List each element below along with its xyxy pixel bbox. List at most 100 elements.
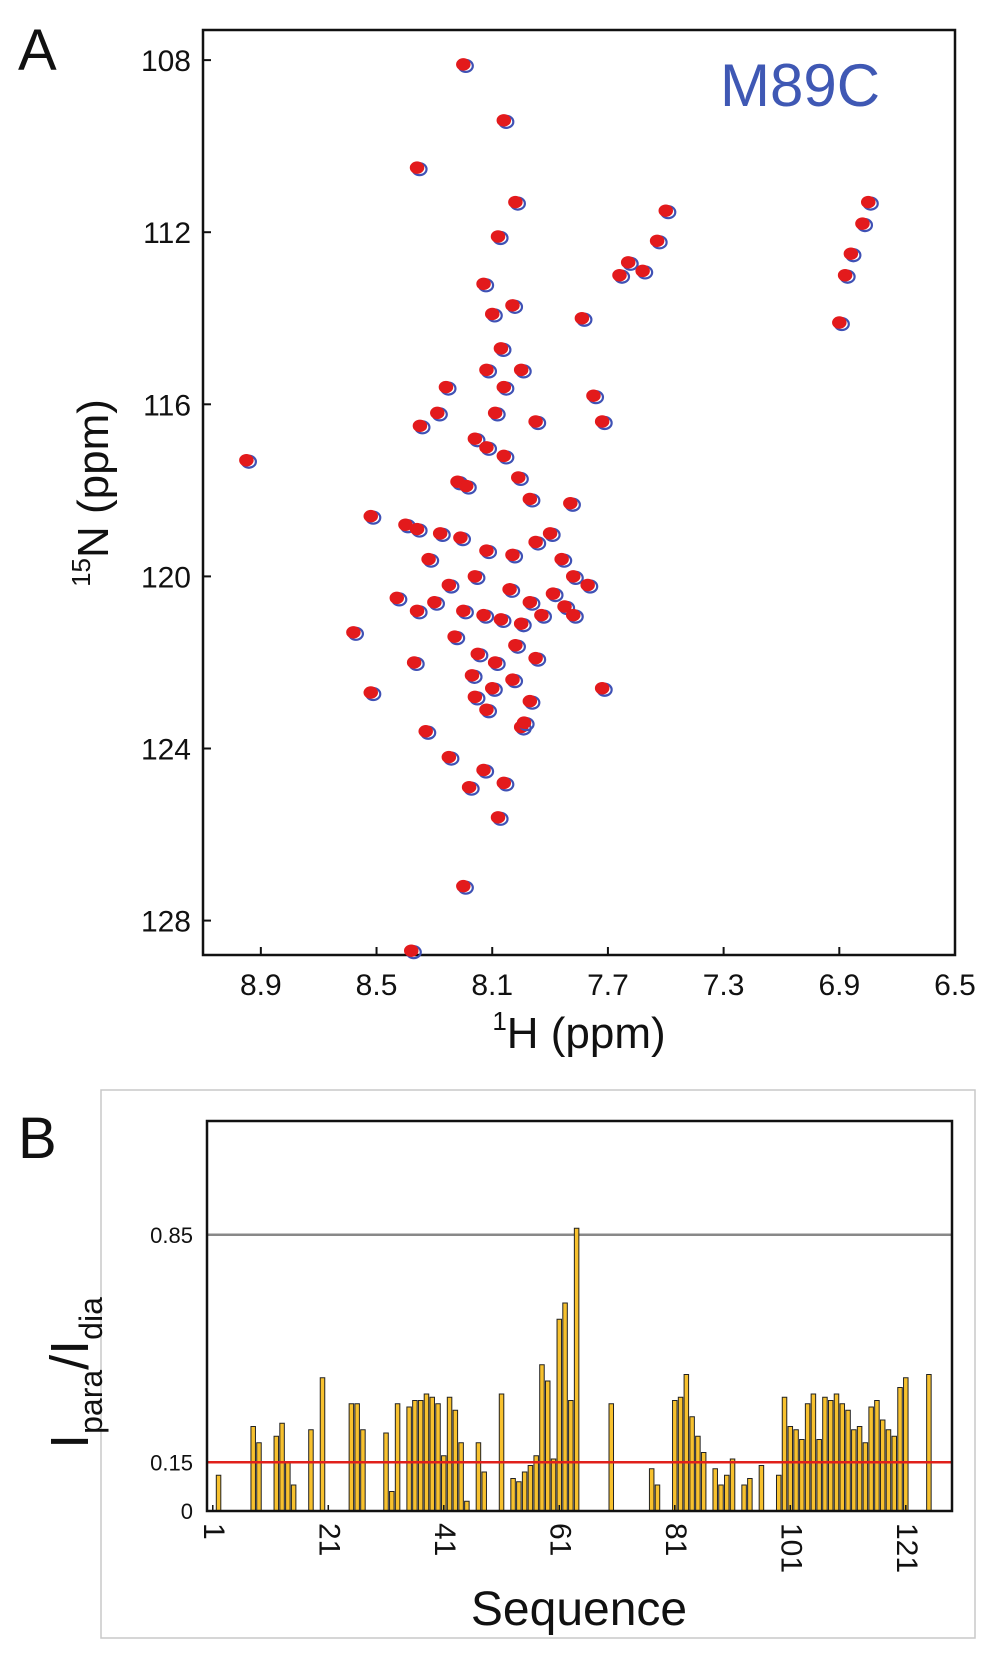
peak-red-contour [508,195,523,209]
peak-red-contour [464,669,480,682]
peak-red-contour [458,479,474,493]
nmr-x-tick-label: 7.7 [587,969,629,1002]
pre-bar [256,1442,262,1512]
nmr-x-tick-label: 6.9 [818,969,860,1002]
pre-bar [891,1435,898,1512]
peak-red-contour [476,763,491,777]
peak-red-contour [563,497,578,510]
pre-bar [215,1474,222,1512]
pre-bar [516,1481,522,1512]
peak-red-contour [843,247,859,260]
peak-red-contour [453,531,468,544]
peak-red-contour [409,604,425,618]
bars-layer [207,1227,952,1512]
nmr-y-tick-label: 124 [141,733,191,766]
pre-bar [683,1374,690,1512]
peak-red-contour [594,682,610,695]
pre-bar [556,1318,563,1512]
pre-bar [879,1419,886,1512]
pre-bar [441,1455,447,1512]
peak-red-contour [516,716,532,729]
panel-b-outer-frame [100,1089,976,1639]
peak-red-contour [505,299,520,312]
pre-bar [862,1442,869,1512]
pre-bar [827,1400,834,1512]
nmr-y-tick-label: 120 [141,561,191,594]
peak-red-contour [565,570,581,583]
nmr-y-tick-label: 112 [143,217,191,250]
peak-red-contour [493,342,509,355]
pre-bar [406,1406,412,1512]
peak-red-contour [346,626,361,639]
peak-red-contour [470,647,486,661]
bar-y-title-i2: I [40,1340,100,1355]
pre-bar [787,1426,794,1512]
peak-red-contour [389,591,405,605]
peak-red-contour [476,608,491,622]
peak-red-contour [493,613,509,626]
pre-bar [423,1393,430,1512]
pre-bar [464,1500,470,1512]
peak-red-contour [505,548,520,562]
bar-y-axis-title: Ipara/Idia [40,1297,109,1449]
pre-bar [383,1432,389,1512]
peak-red-contour [409,522,425,536]
pre-bar [250,1426,256,1512]
peak-red-contour [658,204,674,217]
pre-bar [539,1364,545,1512]
pre-bar [903,1377,909,1512]
pre-bar [758,1465,765,1512]
bar-y-title-i1: I [40,1434,100,1449]
bar-x-ticks: 1 21 41 61 81 101 121 [197,1505,923,1573]
peak-red-contour [496,449,512,463]
peak-red-contour [620,256,636,269]
peak-red-contour [456,604,471,618]
bar-y-title-sub2: dia [73,1297,109,1340]
peak-red-contour [421,552,436,566]
peak-red-contour [635,264,650,278]
nmr-x-tick-label: 8.9 [240,969,282,1002]
peak-red-contour [528,415,543,428]
bar-x-tick-label: 121 [890,1523,923,1573]
pre-bar [412,1400,418,1512]
peak-red-contour [456,58,471,71]
nmr-x-axis-title-main: H (ppm) [507,1009,666,1058]
pre-bar [677,1396,684,1512]
bar-x-tick-label: 41 [428,1523,461,1556]
nmr-x-tick-label: 7.3 [703,969,745,1002]
pre-bar [775,1474,782,1512]
pre-bar [874,1400,880,1512]
pre-bar [897,1387,903,1512]
peak-red-contour [490,230,506,243]
nmr-x-tick-label: 6.5 [934,969,976,1002]
peak-red-contour [522,694,538,708]
pre-bar [521,1471,528,1512]
bar-y-tick-label: 0.15 [150,1450,193,1475]
nmr-y-axis-title: 15N (ppm) [66,399,118,587]
peak-red-contour [484,307,500,321]
peak-red-contour [479,544,494,557]
pre-bar [481,1471,487,1512]
pre-bar [833,1393,840,1512]
peak-red-contour [484,682,500,695]
peak-red-contour [476,277,491,291]
peak-red-contour [403,944,419,957]
pre-bar [527,1465,534,1512]
pre-bar [573,1227,580,1512]
bar-x-tick-label: 61 [543,1523,576,1556]
pre-bar [562,1302,568,1512]
pre-bar-chart: 1 21 41 61 81 101 121 00.150.85 Sequence Ipara… [40,1119,954,1636]
nmr-x-tick-label: 8.1 [471,969,513,1002]
nmr-x-axis-title: 1H (ppm) [492,1006,665,1058]
peak-red-contour [406,656,422,669]
pre-bar [273,1435,280,1512]
bar-x-tick-label: 81 [659,1523,692,1556]
pre-bar [839,1403,846,1512]
peak-red-contour [855,217,870,230]
pre-bar [712,1468,718,1512]
pre-bar [648,1468,655,1512]
bar-y-tick-label: 0 [181,1499,193,1524]
pre-bar [695,1435,701,1512]
peak-red-contour [412,419,428,433]
